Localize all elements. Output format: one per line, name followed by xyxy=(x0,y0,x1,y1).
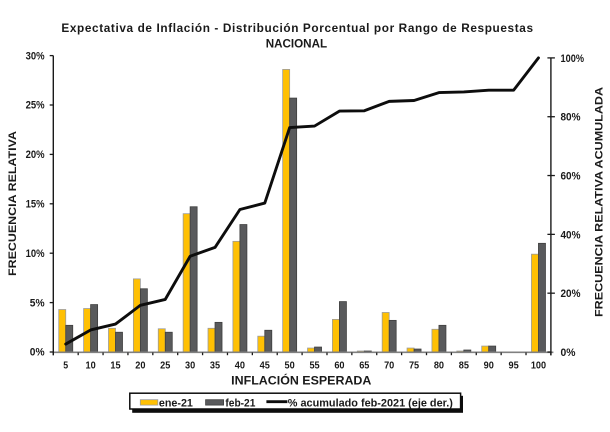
svg-text:0%: 0% xyxy=(30,347,45,359)
svg-text:FRECUENCIA RELATIVA: FRECUENCIA RELATIVA xyxy=(7,131,19,276)
svg-text:5%: 5% xyxy=(30,297,45,309)
svg-text:30%: 30% xyxy=(26,50,45,62)
svg-text:65: 65 xyxy=(359,360,369,371)
svg-text:5: 5 xyxy=(63,360,68,371)
svg-text:Expectativa de Inflación - Dis: Expectativa de Inflación - Distribución … xyxy=(61,21,533,35)
svg-text:20%: 20% xyxy=(561,288,581,300)
svg-text:40%: 40% xyxy=(561,229,581,241)
svg-text:15: 15 xyxy=(110,360,120,371)
svg-text:25: 25 xyxy=(160,360,170,371)
svg-text:70: 70 xyxy=(384,360,394,371)
svg-text:NACIONAL: NACIONAL xyxy=(266,37,328,51)
svg-text:60%: 60% xyxy=(561,171,581,183)
svg-text:100%: 100% xyxy=(561,53,585,65)
svg-text:% acumulado feb-2021 (eje der.: % acumulado feb-2021 (eje der.) xyxy=(288,398,453,410)
svg-text:10%: 10% xyxy=(26,248,45,260)
svg-text:FRECUENCIA RELATIVA ACUMULADA: FRECUENCIA RELATIVA ACUMULADA xyxy=(594,87,606,317)
svg-text:15%: 15% xyxy=(26,199,45,211)
svg-text:25%: 25% xyxy=(26,100,45,112)
svg-text:20%: 20% xyxy=(26,149,45,161)
svg-text:35: 35 xyxy=(210,360,220,371)
svg-text:30: 30 xyxy=(185,360,195,371)
svg-text:60: 60 xyxy=(334,360,344,371)
svg-text:feb-21: feb-21 xyxy=(225,398,255,410)
svg-text:20: 20 xyxy=(135,360,145,371)
svg-text:85: 85 xyxy=(459,360,469,371)
svg-text:80%: 80% xyxy=(561,112,581,124)
svg-text:ene-21: ene-21 xyxy=(159,398,193,410)
svg-text:75: 75 xyxy=(409,360,419,371)
svg-text:55: 55 xyxy=(309,360,319,371)
svg-text:10: 10 xyxy=(86,360,96,371)
svg-text:100: 100 xyxy=(531,360,546,371)
svg-text:40: 40 xyxy=(235,360,245,371)
svg-text:95: 95 xyxy=(508,360,518,371)
svg-text:INFLACIÓN ESPERADA: INFLACIÓN ESPERADA xyxy=(231,372,372,387)
svg-text:45: 45 xyxy=(260,360,270,371)
svg-text:80: 80 xyxy=(434,360,444,371)
svg-text:50: 50 xyxy=(285,360,295,371)
svg-text:90: 90 xyxy=(484,360,494,371)
svg-text:0%: 0% xyxy=(561,347,576,359)
